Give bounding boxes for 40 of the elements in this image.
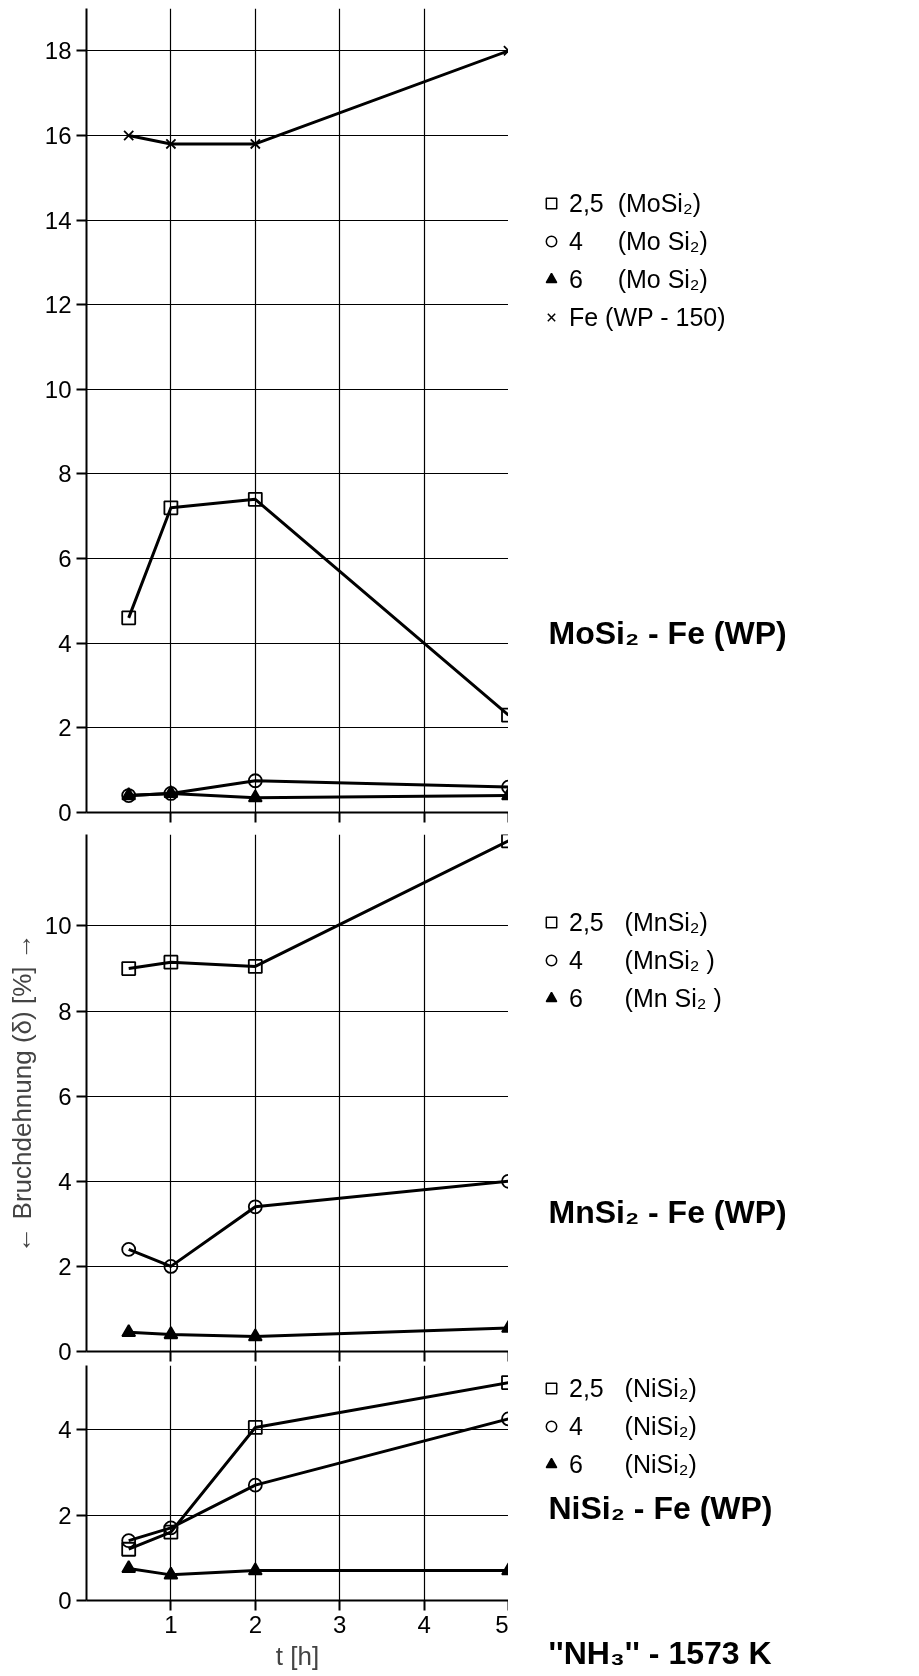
y-tick-label: 18 (44, 37, 72, 65)
y-tick-label: 0 (58, 1587, 72, 1614)
y-tick-label: 2 (58, 1501, 72, 1529)
y-tick-label: 16 (44, 121, 72, 149)
y-tick-label: 6 (58, 1082, 72, 1110)
text: MoSi₂ - Fe (WP) (548, 614, 787, 651)
y-tick-label: 4 (58, 1167, 72, 1195)
y-tick-label: 4 (58, 629, 72, 657)
y-tick-label: 0 (58, 799, 72, 826)
legend-label: 6 (NiSi₂) (569, 1449, 697, 1479)
y-tick-label: 0 (58, 1338, 72, 1365)
text: MnSi₂ - Fe (WP) (548, 1193, 787, 1230)
y-tick-label: 2 (58, 714, 72, 742)
y-tick-label: 8 (58, 997, 72, 1025)
y-tick-label: 10 (44, 912, 72, 940)
x-tick-label: 5 (495, 1610, 509, 1638)
y-tick-label: 6 (58, 545, 72, 573)
x-tick-label: 4 (417, 1610, 431, 1638)
legend-label: 2,5 (MoSi₂) (569, 188, 701, 218)
legend-label: 2,5 (NiSi₂) (569, 1373, 697, 1403)
legend-label: 4 (MnSi₂ ) (569, 945, 715, 975)
y-tick-label: 12 (44, 291, 72, 319)
legend-label: Fe (WP - 150) (569, 302, 726, 332)
legend-label: 4 (NiSi₂) (569, 1411, 697, 1441)
legend-label: 2,5 (MnSi₂) (569, 907, 708, 937)
x-axis-title: t [h] (275, 1640, 320, 1671)
y-tick-label: 8 (58, 460, 72, 488)
x-tick-label: 1 (164, 1610, 178, 1638)
x-tick-label: 2 (248, 1610, 262, 1638)
text: NiSi₂ - Fe (WP) (548, 1489, 773, 1526)
y-tick-label: 4 (58, 1416, 72, 1444)
legend-label: 6 (Mn Si₂ ) (569, 983, 722, 1013)
legend-label: 6 (Mo Si₂) (569, 264, 708, 294)
y-tick-label: 2 (58, 1252, 72, 1280)
y-axis-title: ← Bruchdehnung (δ) [%] → (6, 933, 37, 1253)
y-tick-label: 10 (44, 375, 72, 403)
text: ''NH₃'' - 1573 K (548, 1634, 772, 1671)
x-tick-label: 3 (333, 1610, 347, 1638)
legend-label: 4 (Mo Si₂) (569, 226, 708, 256)
y-tick-label: 14 (44, 206, 72, 234)
